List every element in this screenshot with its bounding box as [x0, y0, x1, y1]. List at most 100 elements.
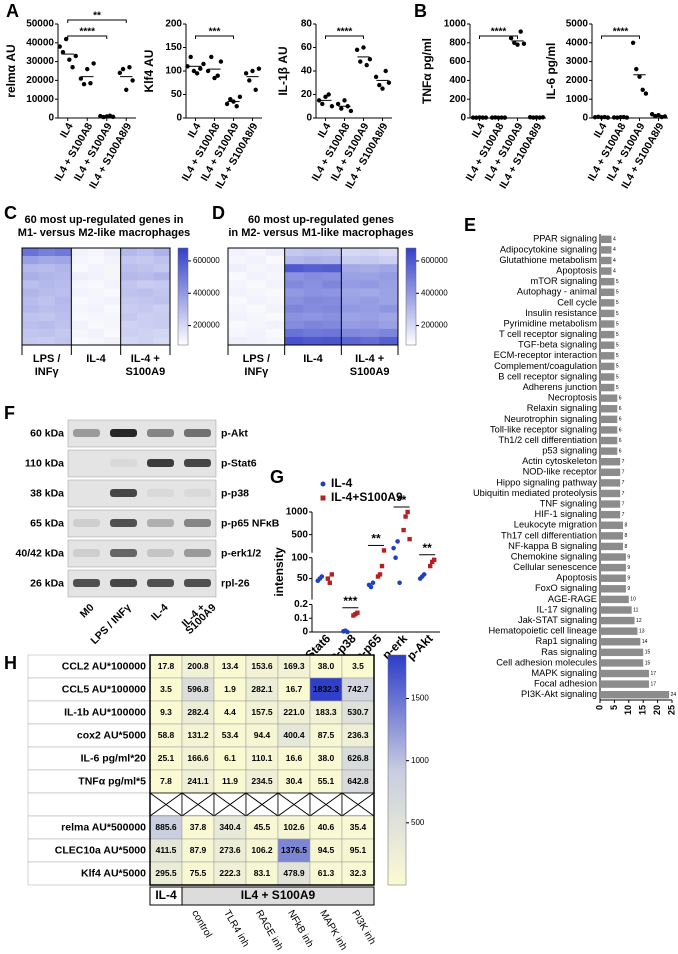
cell-value: 1832.3	[313, 684, 339, 694]
cell-value: 40.6	[318, 822, 335, 832]
row-label: CCL2 AU*100000	[62, 660, 146, 672]
cell-value: 169.3	[283, 661, 305, 671]
panel-label: B	[414, 1, 427, 21]
heatmap-cell	[153, 280, 171, 289]
significance-label: **	[93, 11, 101, 22]
heatmap-cell	[303, 256, 323, 265]
heatmap-cell	[360, 264, 380, 273]
bar	[600, 648, 644, 657]
empty-cross	[309, 792, 343, 817]
value-label: 6	[619, 406, 622, 412]
heatmap-cell	[265, 248, 285, 257]
heatmap-cell	[379, 272, 399, 281]
category-label: Rap1 signaling	[535, 636, 597, 646]
blot-band	[184, 459, 211, 467]
heatmap-cell	[284, 288, 304, 297]
colorbar-tick-label: 500	[411, 818, 425, 827]
data-point	[368, 584, 374, 590]
heatmap-cell	[360, 280, 380, 289]
data-point	[592, 115, 598, 120]
heatmap-cell	[87, 320, 105, 330]
row-label: Klf4 AU*5000	[81, 867, 146, 879]
significance-label: **	[423, 541, 433, 555]
heatmap-cell	[341, 256, 361, 265]
heatmap-cell	[54, 280, 72, 289]
data-point	[364, 62, 369, 68]
panel-label: A	[6, 1, 19, 21]
value-label: 5	[616, 321, 619, 327]
y-tick-label: 1000	[566, 94, 589, 105]
group-label: IL4 + S100A9	[241, 888, 316, 902]
value-label: 5	[616, 290, 619, 296]
data-point	[243, 71, 249, 76]
heatmap-cell	[38, 296, 56, 305]
category-label: Pyrimidine metabolism	[503, 318, 597, 328]
y-tick-label: 30000	[26, 56, 54, 67]
heatmap-cell	[54, 336, 72, 346]
data-point	[342, 98, 347, 103]
data-point	[60, 50, 66, 55]
bar	[600, 415, 618, 424]
x-tick-label: 25	[666, 705, 676, 715]
heatmap-cell	[322, 320, 342, 330]
heatmap-cell	[71, 256, 89, 265]
heatmap-cell	[120, 280, 138, 289]
data-point	[124, 87, 129, 93]
data-point	[405, 509, 410, 515]
data-point	[630, 40, 636, 45]
heatmap-cell	[104, 336, 121, 346]
panel-label: F	[4, 403, 15, 423]
colorbar-tick-label: 1500	[411, 694, 429, 703]
x-tick-label: IL4	[592, 121, 610, 140]
blot-band	[184, 429, 211, 437]
data-point	[73, 53, 78, 59]
blot-band	[110, 549, 137, 557]
cell-value: 83.1	[254, 868, 271, 878]
heatmap-cell	[54, 296, 72, 305]
heatmap-cell	[379, 256, 399, 265]
cell-value: 742.7	[347, 684, 369, 694]
cell-value: 53.4	[222, 730, 239, 740]
bar	[600, 532, 624, 540]
heatmap-cell	[303, 304, 323, 313]
category-label: Chemokine signaling	[511, 551, 597, 561]
category-label: Adherens junction	[523, 382, 597, 392]
significance-bar	[67, 35, 108, 39]
data-point	[329, 104, 335, 109]
cell-value: 282.4	[187, 707, 209, 717]
heatmap-cell	[54, 256, 72, 265]
data-point	[91, 61, 96, 66]
heatmap-frame	[21, 247, 171, 346]
heatmap-cell	[303, 280, 323, 289]
kda-label: 65 kDa	[30, 517, 64, 529]
significance-bar	[479, 35, 518, 39]
empty-cross	[277, 792, 311, 817]
heatmap-cell	[54, 264, 72, 273]
y-tick-label: 100	[165, 66, 182, 77]
category-label: MAPK signaling	[531, 668, 597, 678]
heatmap-cell	[22, 288, 39, 297]
heatmap-cell	[87, 256, 105, 265]
bar	[600, 341, 615, 349]
legend-label: IL-4+S100A9	[331, 490, 403, 504]
data-point	[329, 572, 334, 577]
heatmap-cell	[246, 280, 267, 289]
heatmap-cell	[153, 272, 171, 281]
empty-cross	[245, 792, 279, 817]
data-point	[247, 78, 252, 83]
value-label: 5	[616, 300, 619, 306]
row-label-cell	[27, 792, 151, 817]
heatmap-cell	[341, 272, 361, 281]
colorbar-tick-label: 200000	[193, 321, 220, 330]
bar	[600, 383, 615, 392]
data-point	[326, 92, 331, 97]
data-point	[354, 47, 360, 53]
cell-value: 11.9	[222, 776, 238, 786]
blot-strip	[67, 479, 217, 508]
cell-value: 55.1	[318, 776, 335, 786]
category-label: Apoptosis	[556, 266, 597, 276]
category-label: Cellular senescence	[513, 562, 597, 572]
cell-value: 35.4	[350, 822, 367, 832]
heatmap-cell	[303, 272, 323, 281]
data-point	[605, 115, 611, 120]
